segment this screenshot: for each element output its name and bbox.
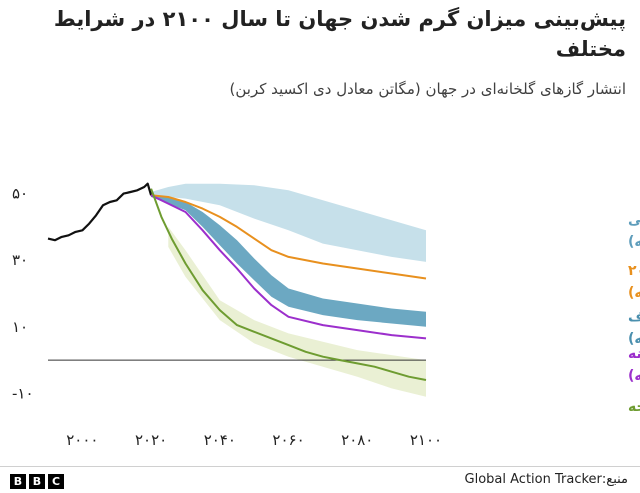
footer-divider xyxy=(0,466,640,467)
series-label: سیاست‌های فعلی xyxy=(628,212,640,228)
series-band-2 xyxy=(151,195,426,327)
y-tick-label: ۵۰ xyxy=(12,185,28,203)
historical-emissions-line xyxy=(47,182,153,242)
series-band-0 xyxy=(151,183,426,262)
y-tick-label: ۱۰ xyxy=(12,318,28,336)
axis-ticks: ۵۰ ۳۰ ۱۰ -۱۰ ۲۰۰۰ ۲۰۲۰ ۲۰۴۰ ۲۰۶۰ ۲۰۸۰ ۲۱۰۰ xyxy=(12,185,442,449)
y-tick-label: -۱۰ xyxy=(12,384,34,402)
emissions-chart: ۵۰ ۳۰ ۱۰ -۱۰ ۲۰۰۰ ۲۰۲۰ ۲۰۴۰ ۲۰۶۰ ۲۰۸۰ ۲۱۰۰ سیاست‌… xyxy=(12,182,640,449)
x-tick-label: ۲۱۰۰ xyxy=(410,431,442,449)
bbc-logo-letter: B xyxy=(10,474,26,489)
series-label: اهداف خوش‌بینانه xyxy=(628,346,640,362)
chart-subtitle: انتشار گازهای گلخانه‌ای در جهان (مگاتن م… xyxy=(229,80,626,98)
series-label: تعهد فقط به اهداف ۲۰۳۰ xyxy=(628,263,640,279)
series-line-3 xyxy=(150,194,427,340)
series-line-1 xyxy=(151,194,427,280)
scenario-lines xyxy=(47,182,427,381)
y-tick-label: ۳۰ xyxy=(12,251,28,269)
chart-title: پیش‌بینی میزان گرم شدن جهان تا سال ۲۱۰۰ … xyxy=(53,7,626,61)
x-tick-label: ۲۰۲۰ xyxy=(135,431,167,449)
bbc-logo: B B C xyxy=(10,474,64,489)
footer: B B C منبع:Global Action Tracker xyxy=(0,466,640,493)
bbc-logo-letter: C xyxy=(48,474,64,489)
x-tick-label: ۲۰۶۰ xyxy=(272,431,304,449)
series-label: تعهدات و اهداف xyxy=(628,309,640,325)
series-line-4 xyxy=(150,188,427,381)
series-band-4 xyxy=(168,226,427,397)
x-tick-label: ۲۰۰۰ xyxy=(66,431,98,449)
bbc-logo-letter: B xyxy=(29,474,45,489)
source-credit: منبع:Global Action Tracker xyxy=(464,472,628,487)
x-tick-label: ۲۰۸۰ xyxy=(341,431,373,449)
scenario-bands xyxy=(151,183,427,397)
x-tick-label: ۲۰۴۰ xyxy=(204,431,236,449)
